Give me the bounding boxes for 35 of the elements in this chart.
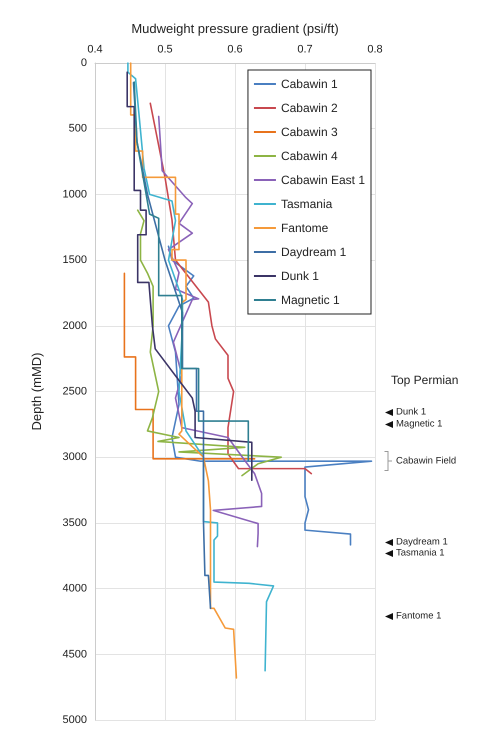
text: Tasmania 1: [396, 548, 445, 558]
legend-label: Fantome: [280, 221, 329, 235]
legend-label: Cabawin East 1: [280, 173, 366, 187]
y-tick-label: 2000: [62, 320, 87, 332]
text: Fantome 1: [396, 610, 442, 622]
text: Dunk 1: [396, 406, 426, 418]
y-tick-label: 1500: [62, 254, 87, 266]
y-tick-label: 5000: [62, 714, 87, 726]
text: Magnetic 1: [396, 418, 442, 430]
x-tick-label: 0.8: [367, 44, 383, 56]
legend-label: Cabawin 1: [280, 77, 338, 91]
text: Top Permian: [391, 373, 458, 387]
legend-label: Tasmania: [280, 197, 333, 211]
legend-label: Daydream 1: [280, 245, 347, 259]
y-tick-label: 3500: [62, 516, 87, 529]
legend-label: Cabawin 3: [280, 125, 338, 139]
y-tick-label: 500: [68, 122, 87, 135]
x-tick-label: 0.4: [87, 44, 103, 56]
x-tick-label: 0.6: [227, 44, 243, 56]
y-tick-label: 0: [80, 57, 87, 69]
legend-label: Cabawin 2: [280, 101, 338, 115]
y-tick-label: 4000: [62, 582, 87, 595]
y-tick-label: 1000: [62, 188, 87, 200]
x-tick-label: 0.5: [157, 44, 173, 56]
y-axis-title: Depth (mMD): [29, 352, 44, 431]
y-tick-label: 2500: [62, 386, 87, 398]
text: Cabawin Field: [396, 456, 456, 466]
x-axis-title: Mudweight pressure gradient (psi/ft): [131, 21, 339, 36]
text: Daydream 1: [396, 536, 448, 548]
legend-label: Cabawin 4: [280, 149, 338, 163]
y-tick-label: 4500: [62, 648, 87, 660]
legend-label: Magnetic 1: [280, 293, 340, 307]
legend-label: Dunk 1: [280, 269, 320, 283]
x-tick-label: 0.7: [297, 44, 313, 56]
y-tick-label: 3000: [62, 451, 87, 464]
